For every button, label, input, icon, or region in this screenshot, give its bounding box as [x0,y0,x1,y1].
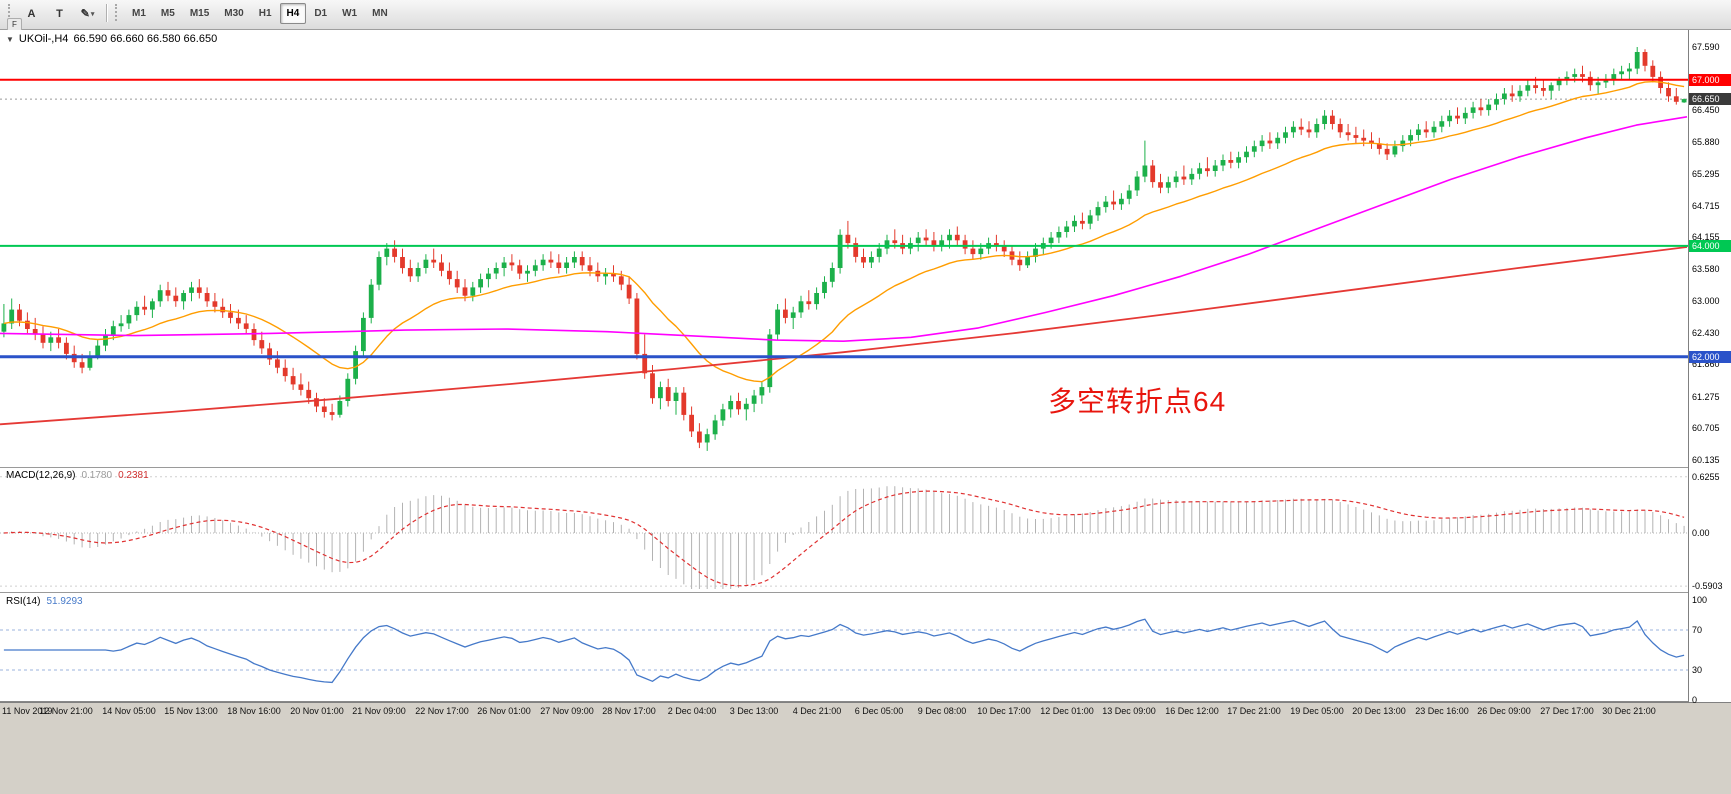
arrow-style-tool-button[interactable]: A [27,7,36,20]
symbol-period-label: UKOil-,H4 [18,33,69,45]
rsi-axis-tick: 0 [1692,695,1698,705]
toolbar-grip[interactable] [115,4,120,21]
time-label: 17 Dec 21:00 [1227,706,1281,716]
price-tick: 65.880 [1692,137,1720,147]
candle-wicks [3,47,1685,451]
timeframe-d1-button[interactable]: D1 [314,8,328,19]
macd-axis-tick: -0.5903 [1692,581,1723,591]
time-label: 26 Dec 09:00 [1477,706,1531,716]
timeframe-m15-button[interactable]: M15 [189,8,210,19]
macd-main-value: 0.1780 [81,470,113,481]
time-label: 28 Nov 17:00 [602,706,656,716]
time-label: 13 Dec 09:00 [1102,706,1156,716]
time-label: 22 Nov 17:00 [415,706,469,716]
timeframe-m30-button[interactable]: M30 [224,8,244,19]
macd-signal-line [3,490,1685,587]
chart-title: ▼ UKOil-,H4 66.590 66.660 66.580 66.650 [6,33,217,45]
timeframe-m5-button[interactable]: M5 [160,8,175,19]
timeframe-button-group: M1 M5 M15 M30 H1 H4 D1 W1 MN [125,3,395,24]
time-label: 21 Nov 09:00 [352,706,406,716]
time-label: 18 Nov 16:00 [227,706,281,716]
time-label: 12 Nov 21:00 [39,706,93,716]
candle-bodies [1,52,1687,443]
macd-axis-tick: 0.6255 [1692,472,1720,482]
price-tick: 63.000 [1692,296,1720,306]
time-label: 10 Dec 17:00 [977,706,1031,716]
tool-button-group: A T ✎ ▾ [18,3,101,24]
price-badge: 64.000 [1689,240,1731,252]
time-label: 6 Dec 05:00 [854,706,904,716]
time-label: 4 Dec 21:00 [792,706,842,716]
time-label: 19 Dec 05:00 [1290,706,1344,716]
chart-window: ▼ UKOil-,H4 66.590 66.660 66.580 66.650 … [0,30,1731,794]
time-label: 23 Dec 16:00 [1415,706,1469,716]
macd-histogram [11,486,1685,589]
rsi-axis-tick: 100 [1692,595,1708,605]
rsi-axis-tick: 30 [1692,665,1703,675]
price-tick: 65.295 [1692,169,1720,179]
price-tick: 60.705 [1692,423,1720,433]
rsi-value: 51.9293 [46,596,83,607]
ma-slow-red [0,246,1688,426]
time-label: 16 Dec 12:00 [1165,706,1219,716]
price-axis[interactable]: 67.590 66.450 65.880 65.295 64.715 64.155 63.5… [1688,30,1731,705]
chart-annotation: 多空转折点64 [1048,386,1227,417]
time-label: 20 Dec 13:00 [1352,706,1406,716]
time-label: 30 Dec 21:00 [1602,706,1656,716]
toolbar-separator [106,4,108,22]
macd-axis-tick: 0.00 [1692,528,1710,538]
timeframe-h4-button[interactable]: H4 [279,3,307,24]
price-tick: 67.590 [1692,42,1720,52]
price-tick: 60.135 [1692,455,1720,465]
ohlc-values: 66.590 66.660 66.580 66.650 [73,33,218,45]
rsi-name: RSI(14) [6,596,41,607]
price-tick: 64.715 [1692,201,1720,211]
macd-name: MACD(12,26,9) [6,470,76,481]
time-label: 9 Dec 08:00 [917,706,967,716]
rsi-indicator-label: RSI(14) 51.9293 [6,596,83,607]
price-badge: 67.000 [1689,74,1731,86]
time-label: 15 Nov 13:00 [164,706,218,716]
time-label: 14 Nov 05:00 [102,706,156,716]
timeframe-h1-button[interactable]: H1 [258,8,272,19]
time-label: 20 Nov 01:00 [290,706,344,716]
ma-mid-magenta [0,116,1688,343]
timeframe-w1-button[interactable]: W1 [342,8,358,19]
time-label: 27 Nov 09:00 [540,706,594,716]
price-badge: 66.650 [1689,93,1731,105]
price-tick: 62.430 [1692,328,1720,338]
collapse-arrow-icon[interactable]: ▼ [6,35,14,44]
time-label: 3 Dec 13:00 [729,706,779,716]
macd-signal-value: 0.2381 [118,470,149,481]
time-axis[interactable]: 11 Nov 2019 12 Nov 21:00 14 Nov 05:00 15 No… [0,702,1731,794]
draw-tool-button[interactable]: ✎ ▾ [80,8,95,20]
rsi-axis-tick: 70 [1692,625,1703,635]
timeframe-mn-button[interactable]: MN [372,8,388,19]
rsi-line [3,618,1685,684]
time-label: 27 Dec 17:00 [1540,706,1594,716]
price-tick: 64.155 [1692,232,1720,242]
toolbar-f-tab[interactable]: F [7,18,22,30]
time-label: 11 Nov 2019 [2,706,53,716]
price-tick: 66.450 [1692,105,1720,115]
time-label: 12 Dec 01:00 [1040,706,1094,716]
price-tick: 61.860 [1692,359,1720,369]
time-label: 26 Nov 01:00 [477,706,531,716]
text-tool-button[interactable]: T [56,7,63,20]
price-tick: 63.580 [1692,264,1720,274]
macd-indicator-label: MACD(12,26,9) 0.1780 0.2381 [6,470,149,481]
ma-fast-orange [3,80,1685,383]
toolbar: A T ✎ ▾ M1 M5 M15 M30 H1 H4 D1 W1 MN F [0,0,1731,30]
price-tick: 61.275 [1692,392,1720,402]
timeframe-m1-button[interactable]: M1 [132,8,146,19]
chevron-down-icon: ▾ [90,10,95,18]
time-label: 2 Dec 04:00 [667,706,717,716]
price-chart-canvas[interactable] [0,30,1688,702]
toolbar-grip[interactable] [8,4,13,21]
price-badge: 62.000 [1689,351,1731,363]
